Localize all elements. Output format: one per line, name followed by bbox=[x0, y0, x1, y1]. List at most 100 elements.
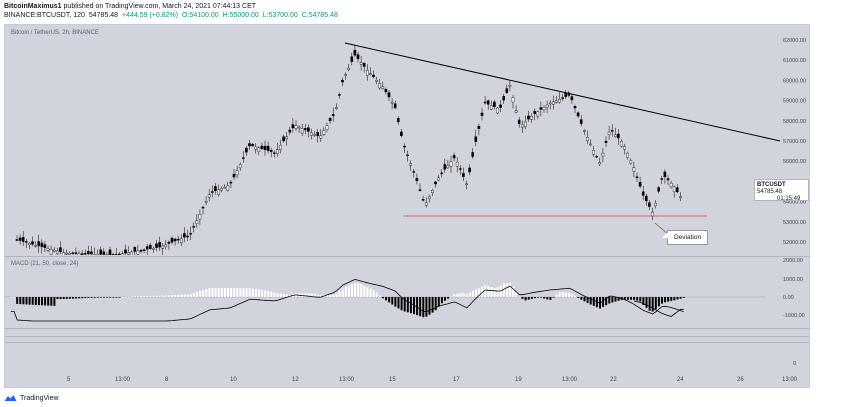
footer[interactable]: TradingView bbox=[4, 392, 59, 404]
macd-histogram-bar bbox=[409, 297, 412, 314]
macd-histogram-bar bbox=[676, 297, 679, 300]
price-label-value: 54785.48 bbox=[757, 189, 783, 195]
candle bbox=[223, 184, 227, 189]
candle bbox=[366, 64, 369, 81]
macd-histogram-bar bbox=[106, 297, 109, 298]
macd-histogram-bar bbox=[335, 293, 338, 297]
candle bbox=[493, 99, 496, 110]
price-axis-tick: 59000.00 bbox=[783, 99, 806, 105]
indicator-pane[interactable]: 0 bbox=[5, 328, 809, 369]
macd-histogram-bar bbox=[369, 288, 372, 297]
macd-histogram-bar bbox=[351, 284, 353, 297]
macd-histogram-bar bbox=[533, 297, 536, 299]
time-axis-tick: 13:00 bbox=[562, 377, 578, 383]
macd-histogram-bar bbox=[155, 295, 158, 297]
macd-histogram-bar bbox=[326, 295, 329, 297]
time-axis-tick: 13:00 bbox=[339, 377, 355, 383]
macd-histogram-bar bbox=[580, 297, 583, 300]
macd-histogram-bar bbox=[152, 295, 155, 297]
candle bbox=[641, 185, 645, 201]
candle bbox=[263, 140, 267, 156]
candle bbox=[350, 52, 354, 66]
macd-histogram-bar bbox=[459, 293, 462, 297]
macd-histogram-bar bbox=[639, 297, 642, 302]
macd-histogram-bar bbox=[75, 297, 78, 299]
time-axis-tick: 12 bbox=[292, 377, 299, 383]
price-pane[interactable]: 62000.00 61000.00 60000.00 59000.00 58000.00… bbox=[5, 25, 810, 255]
price-chart[interactable]: 62000.00 61000.00 60000.00 59000.00 58000.00… bbox=[5, 25, 810, 255]
macd-histogram-bar bbox=[261, 289, 264, 297]
candle bbox=[251, 142, 254, 148]
open-value: O:54100.00 bbox=[182, 12, 219, 19]
macd-histogram-bar bbox=[202, 290, 205, 297]
candle bbox=[579, 115, 583, 127]
candle bbox=[313, 131, 316, 138]
candle bbox=[623, 143, 626, 155]
candle bbox=[542, 104, 546, 113]
candle bbox=[49, 245, 53, 255]
price-axis-tick: 60000.00 bbox=[783, 78, 806, 84]
macd-histogram-bar bbox=[354, 283, 357, 297]
macd-histogram-bar bbox=[568, 292, 570, 297]
candle bbox=[567, 90, 571, 98]
price-axis-tick: 61000.00 bbox=[783, 58, 806, 64]
macd-histogram-bar bbox=[397, 297, 400, 309]
macd-histogram-bar bbox=[282, 293, 285, 297]
macd-chart[interactable]: 2000.00 1000.00 0.00 -1000.00 bbox=[5, 257, 810, 328]
macd-histogram-bar bbox=[90, 297, 93, 298]
macd-histogram-bar bbox=[546, 297, 549, 300]
candle bbox=[111, 252, 115, 255]
candle bbox=[260, 142, 264, 150]
macd-histogram-bar bbox=[310, 293, 313, 297]
candle bbox=[589, 139, 592, 146]
candle bbox=[121, 251, 124, 255]
candle bbox=[598, 157, 602, 167]
macd-histogram-bar bbox=[146, 296, 149, 297]
macd-histogram-bar bbox=[450, 296, 453, 298]
candle bbox=[21, 230, 25, 246]
macd-histogram-bar bbox=[264, 290, 267, 297]
signal-line bbox=[634, 300, 684, 317]
candle bbox=[626, 151, 629, 160]
candle bbox=[496, 106, 499, 115]
macd-histogram-bar bbox=[431, 297, 434, 313]
macd-histogram-bar bbox=[502, 283, 505, 297]
macd-pane[interactable]: 2000.00 1000.00 0.00 -1000.00 MACD (21, 50,… bbox=[5, 256, 810, 328]
macd-histogram-bar bbox=[245, 288, 248, 297]
macd-histogram-bar bbox=[636, 297, 639, 301]
descending-trendline[interactable] bbox=[344, 42, 781, 142]
macd-histogram-bar bbox=[347, 285, 350, 297]
macd-histogram-bar bbox=[276, 293, 279, 297]
publish-date: published on TradingView.com, March 24, … bbox=[63, 3, 257, 10]
candle bbox=[102, 248, 106, 255]
macd-histogram-bar bbox=[341, 288, 344, 297]
macd-axis-tick: -1000.00 bbox=[783, 313, 805, 319]
candle bbox=[635, 172, 639, 183]
candle bbox=[486, 99, 490, 110]
author-name[interactable]: BitcoinMaximus1 bbox=[4, 3, 62, 10]
candle bbox=[387, 90, 391, 101]
empty-indicator-chart: 0 bbox=[793, 361, 796, 367]
footer-brand[interactable]: TradingView bbox=[20, 394, 59, 402]
macd-histogram-bar bbox=[96, 297, 99, 298]
macd-histogram-bar bbox=[267, 290, 270, 297]
macd-histogram-bar bbox=[515, 291, 518, 297]
candle bbox=[449, 156, 453, 174]
macd-axis-tick: 0.00 bbox=[783, 295, 794, 301]
candle bbox=[316, 129, 320, 143]
macd-histogram-bar bbox=[34, 297, 37, 305]
macd-histogram-bar bbox=[115, 297, 118, 298]
chart-frame[interactable]: 62000.00 61000.00 60000.00 59000.00 58000.00… bbox=[4, 24, 810, 388]
candle bbox=[189, 226, 192, 241]
time-axis[interactable]: 5 13:00 8 10 12 13:00 15 17 19 13:00 22 24 26 13:00 bbox=[5, 369, 810, 388]
deviation-callout[interactable]: Deviation bbox=[661, 230, 709, 245]
macd-histogram-bar bbox=[403, 297, 406, 312]
macd-histogram-bar bbox=[623, 297, 626, 300]
price-axis-tick: 52000.00 bbox=[783, 240, 806, 246]
macd-histogram-bar bbox=[543, 297, 546, 299]
candle bbox=[604, 136, 608, 148]
price-axis-tick: 53000.00 bbox=[783, 220, 806, 226]
macd-histogram-bar bbox=[332, 294, 335, 297]
macd-histogram-bar bbox=[416, 297, 419, 316]
candle bbox=[378, 78, 382, 90]
